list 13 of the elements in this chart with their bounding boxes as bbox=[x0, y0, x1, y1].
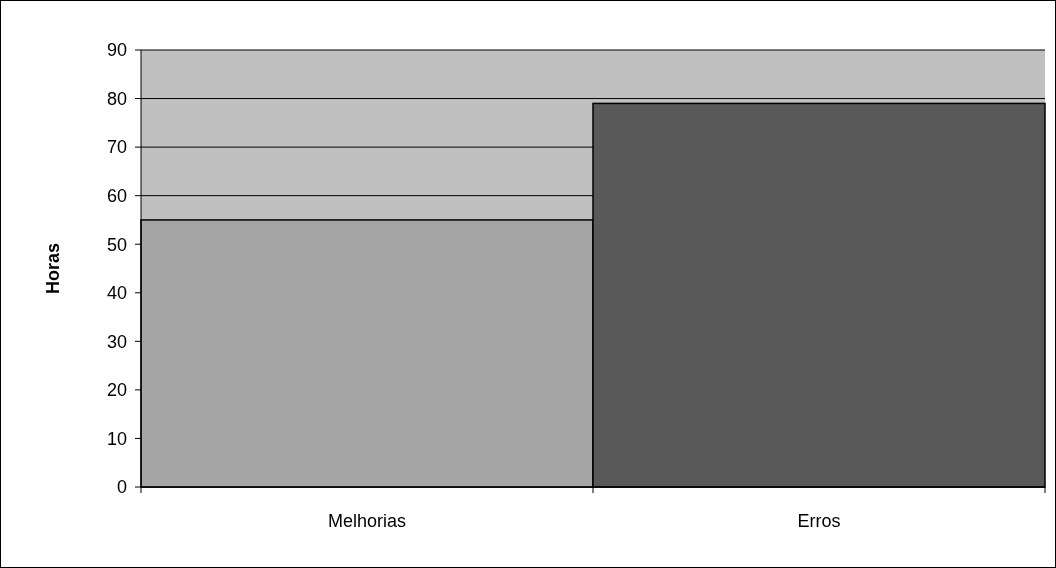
y-axis-title: Horas bbox=[43, 242, 63, 295]
y-tick-label: 50 bbox=[106, 234, 127, 255]
y-tick-label: 0 bbox=[116, 477, 127, 498]
y-tick-label: 90 bbox=[106, 40, 127, 61]
y-tick-label: 80 bbox=[106, 88, 127, 109]
y-tick-label: 30 bbox=[106, 331, 127, 352]
y-tick-label: 20 bbox=[106, 380, 127, 401]
y-tick-label: 60 bbox=[106, 185, 127, 206]
x-tick-label: Erros bbox=[797, 511, 841, 531]
x-tick-label: Melhorias bbox=[327, 511, 407, 531]
y-tick-label: 70 bbox=[106, 137, 127, 158]
y-tick-label: 10 bbox=[106, 428, 127, 449]
y-tick-label: 40 bbox=[106, 283, 127, 304]
